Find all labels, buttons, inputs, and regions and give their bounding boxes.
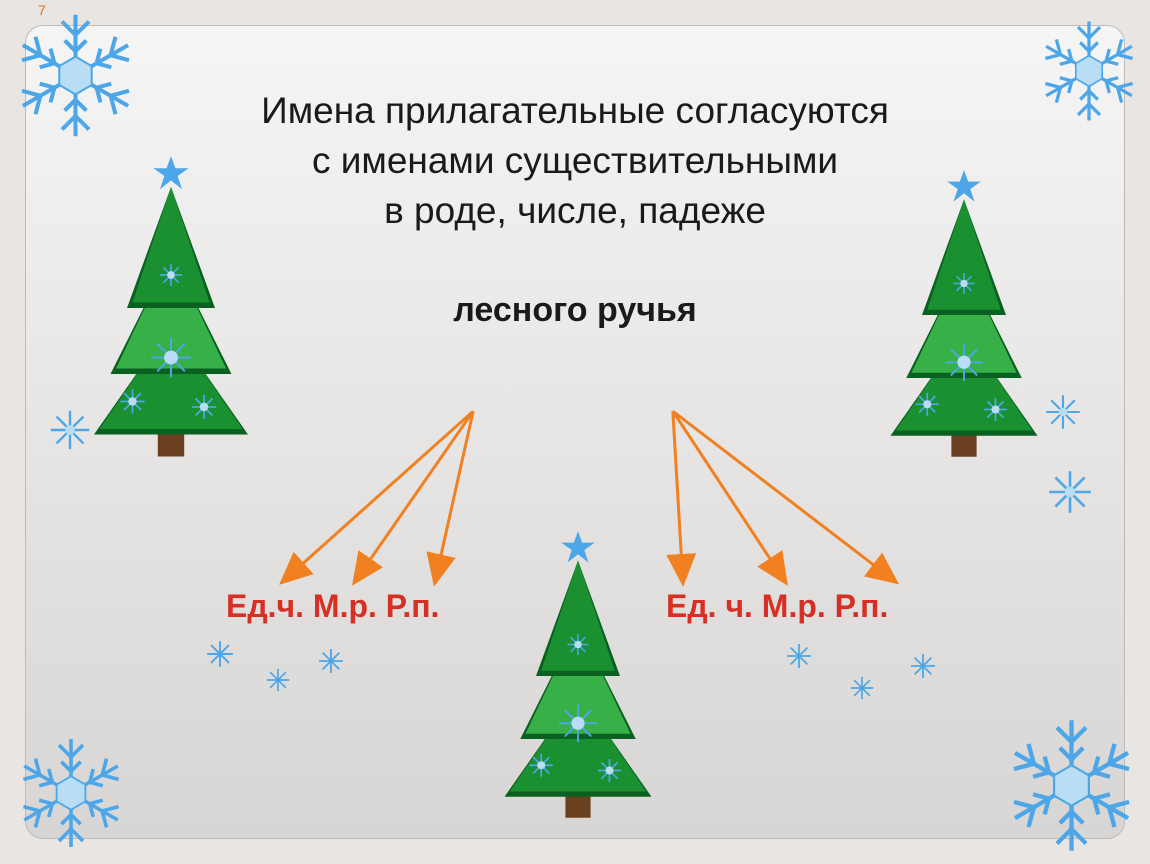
tree-decoration-right xyxy=(859,168,1069,467)
snowflake-icon xyxy=(11,733,131,853)
snowflake-icon xyxy=(784,641,814,671)
snowflake-icon xyxy=(999,713,1144,858)
tree-decoration-bottom xyxy=(473,529,683,828)
tree-decoration-left xyxy=(61,154,281,467)
snowflake-icon xyxy=(46,406,94,454)
snowflake-icon xyxy=(316,646,346,676)
snowflake-icon xyxy=(1044,466,1096,518)
snowflake-icon xyxy=(204,638,236,670)
label-right: Ед. ч. М.р. Р.п. xyxy=(666,588,888,625)
snowflake-icon xyxy=(1034,16,1144,126)
snowflake-icon xyxy=(848,674,876,702)
snowflake-icon xyxy=(264,666,292,694)
title-line-1: Имена прилагательные согласуются xyxy=(26,86,1124,136)
snowflake-icon xyxy=(1042,391,1084,433)
slide-frame: Имена прилагательные согласуются с имена… xyxy=(25,25,1125,839)
snowflake-icon xyxy=(908,651,938,681)
label-left: Ед.ч. М.р. Р.п. xyxy=(226,588,439,625)
snowflake-icon xyxy=(8,8,143,143)
